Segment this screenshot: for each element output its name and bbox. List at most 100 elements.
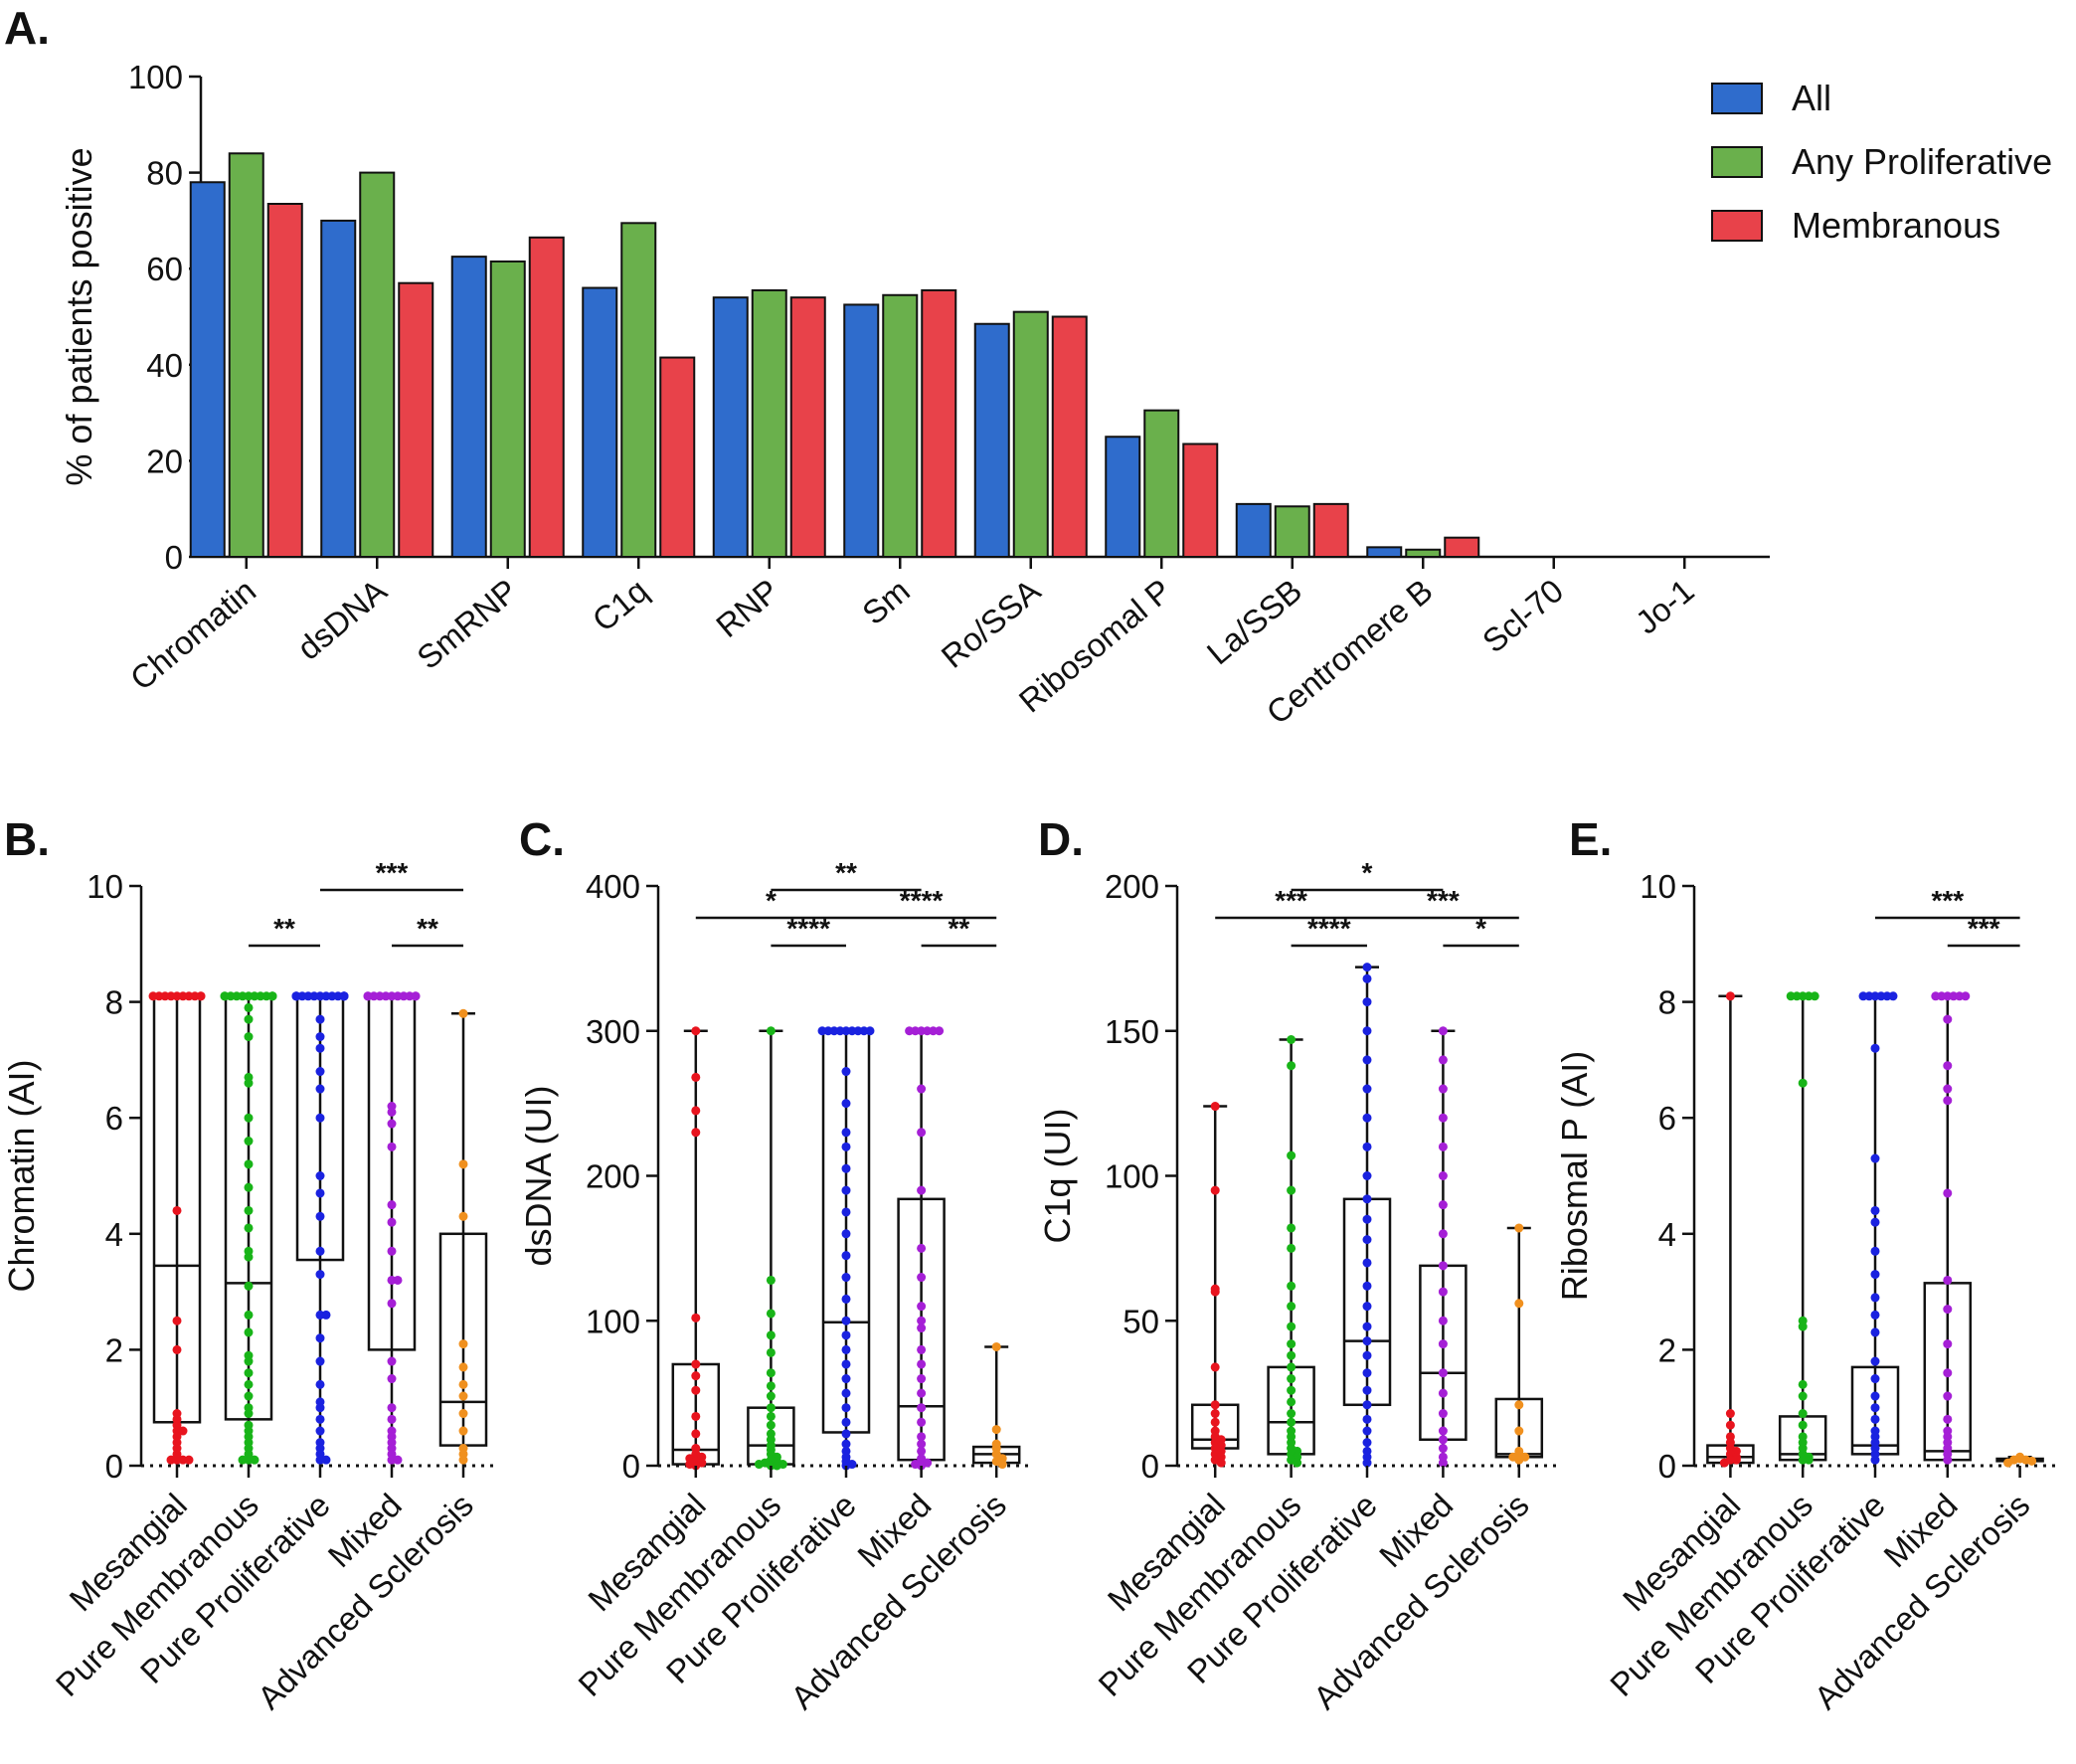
data-point-pure-membranous xyxy=(244,1014,254,1024)
data-point-mixed xyxy=(917,1273,927,1283)
data-point-mixed xyxy=(1438,1142,1448,1151)
data-point-mixed xyxy=(917,1417,927,1427)
data-point-advanced-sclerosis xyxy=(1514,1400,1524,1410)
data-point-mesangial xyxy=(691,1371,701,1381)
data-point-pure-proliferative xyxy=(1362,1385,1372,1395)
x-tick-label: Jo-1 xyxy=(1629,572,1701,641)
data-point-pure-membranous xyxy=(244,1409,254,1419)
y-tick-label: 10 xyxy=(86,868,123,905)
y-tick-label: 200 xyxy=(1105,868,1159,905)
y-tick-label: 200 xyxy=(586,1158,640,1195)
data-point-pure-membranous xyxy=(772,1461,781,1471)
data-point-pure-proliferative xyxy=(865,1026,875,1036)
data-point-pure-proliferative xyxy=(315,1014,325,1024)
y-tick-label: 300 xyxy=(586,1013,640,1050)
data-point-mixed xyxy=(917,1388,927,1398)
data-point-pure-proliferative xyxy=(841,1185,851,1195)
data-point-advanced-sclerosis xyxy=(458,1409,468,1419)
data-point-pure-membranous xyxy=(766,1309,776,1319)
data-point-mixed xyxy=(1943,1391,1953,1401)
data-point-pure-proliferative xyxy=(1362,1113,1372,1123)
data-point-pure-proliferative xyxy=(841,1163,851,1173)
data-point-mesangial xyxy=(1719,1458,1729,1468)
data-point-mesangial xyxy=(1210,1287,1220,1297)
y-axis-title: Ribosmal P (AI) xyxy=(1554,1051,1595,1301)
data-point-mixed xyxy=(1438,1426,1448,1436)
data-point-pure-membranous xyxy=(1287,1397,1297,1407)
data-point-pure-proliferative xyxy=(1870,1043,1880,1053)
data-point-pure-membranous xyxy=(244,1032,254,1042)
data-point-pure-proliferative xyxy=(1870,1217,1880,1227)
data-point-pure-proliferative xyxy=(315,1171,325,1180)
data-point-pure-proliferative xyxy=(1362,1302,1372,1312)
data-point-mixed xyxy=(917,1323,927,1333)
data-point-pure-membranous xyxy=(766,1391,776,1401)
data-point-mixed xyxy=(1438,1200,1448,1210)
data-point-advanced-sclerosis xyxy=(997,1460,1007,1470)
data-point-pure-proliferative xyxy=(841,1403,851,1413)
data-point-pure-proliferative xyxy=(1362,1235,1372,1245)
data-point-pure-proliferative xyxy=(315,1333,325,1343)
data-point-mesangial xyxy=(172,1205,182,1215)
data-point-pure-proliferative xyxy=(1870,1246,1880,1256)
data-point-pure-proliferative xyxy=(1858,991,1868,1001)
data-point-mesangial xyxy=(691,1411,701,1421)
data-point-advanced-sclerosis xyxy=(1514,1426,1524,1436)
bar-all-centromere-b xyxy=(1366,546,1403,559)
data-point-pure-membranous xyxy=(1287,1339,1297,1349)
data-point-mixed xyxy=(1943,1339,1953,1349)
data-point-pure-proliferative xyxy=(315,1211,325,1221)
data-point-pure-membranous xyxy=(220,991,230,1001)
data-point-advanced-sclerosis xyxy=(458,1426,468,1436)
data-point-pure-proliferative xyxy=(1888,991,1898,1001)
panel-letter-d: D. xyxy=(1038,813,1084,865)
data-point-pure-membranous xyxy=(244,1252,254,1262)
data-point-mixed xyxy=(1931,991,1941,1001)
data-point-mesangial xyxy=(691,1359,701,1369)
bar-any-proliferative-c1q xyxy=(620,222,657,558)
data-point-mixed xyxy=(1943,1084,1953,1094)
data-point-mesangial xyxy=(691,1026,701,1036)
data-point-mixed xyxy=(393,1455,403,1465)
legend-swatch-any-proliferative xyxy=(1711,146,1763,178)
x-tick-label: Sm xyxy=(855,572,917,631)
data-point-advanced-sclerosis xyxy=(1514,1223,1524,1233)
y-tick-label: 0 xyxy=(622,1448,640,1485)
bar-any-proliferative-smrnp xyxy=(489,260,526,558)
y-tick-label: 4 xyxy=(1658,1216,1676,1253)
data-point-mixed xyxy=(1438,1084,1448,1094)
x-tick-label: RNP xyxy=(709,572,785,644)
data-point-pure-proliferative xyxy=(1362,1084,1372,1094)
data-point-pure-membranous xyxy=(1287,1243,1297,1253)
data-point-pure-membranous xyxy=(1287,1302,1297,1312)
significance-label: **** xyxy=(1307,913,1351,944)
data-point-mesangial xyxy=(1210,1417,1220,1427)
panel-letter-c: C. xyxy=(519,813,565,865)
x-tick-label: SmRNP xyxy=(410,572,524,676)
data-point-mixed xyxy=(917,1084,927,1094)
data-point-pure-proliferative xyxy=(841,1207,851,1217)
data-point-pure-proliferative xyxy=(291,991,301,1001)
data-point-advanced-sclerosis xyxy=(458,1391,468,1401)
data-point-mixed xyxy=(917,1446,927,1456)
data-point-pure-proliferative xyxy=(841,1388,851,1398)
data-point-advanced-sclerosis xyxy=(2027,1456,2037,1466)
x-tick-label: Ro/SSA xyxy=(935,572,1048,675)
legend-label-membranous: Membranous xyxy=(1792,205,2000,246)
data-point-mesangial xyxy=(1216,1458,1226,1468)
data-point-mixed xyxy=(917,1316,927,1325)
data-point-mixed xyxy=(1438,1368,1448,1378)
data-point-pure-proliferative xyxy=(817,1026,827,1036)
data-point-mesangial xyxy=(1725,991,1735,1001)
data-point-mesangial xyxy=(184,1455,194,1465)
data-point-mixed xyxy=(1438,1055,1448,1065)
data-point-mesangial xyxy=(1210,1400,1220,1410)
data-point-mesangial xyxy=(1210,1362,1220,1372)
bar-any-proliferative-rnp xyxy=(751,288,787,558)
significance-label: * xyxy=(1362,857,1373,888)
bar-any-proliferative-chromatin xyxy=(228,152,264,558)
significance-label: *** xyxy=(1931,885,1964,916)
data-point-mixed xyxy=(1943,1414,1953,1424)
data-point-mesangial xyxy=(196,991,206,1001)
data-point-pure-membranous xyxy=(244,1379,254,1389)
